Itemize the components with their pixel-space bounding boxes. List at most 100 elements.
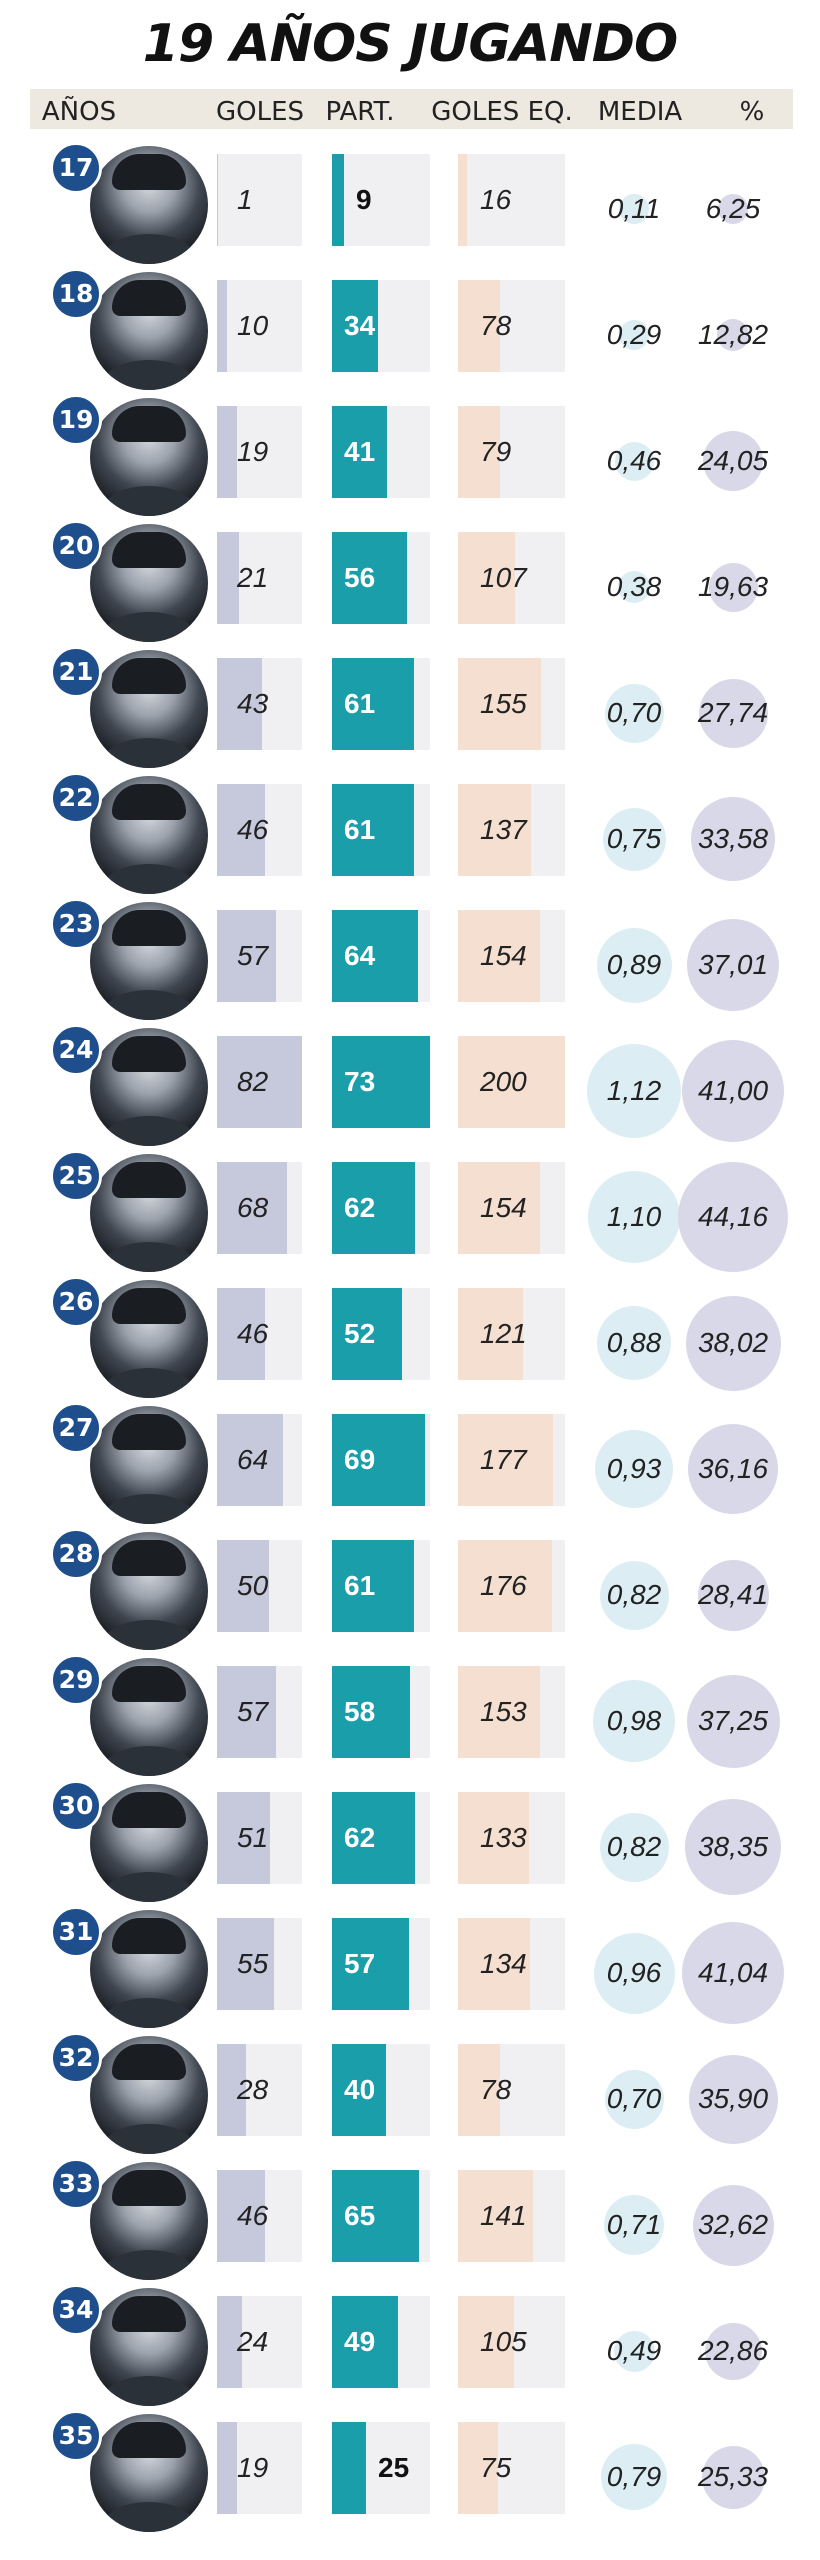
pct-value: 35,90 xyxy=(697,2083,769,2114)
goles-value: 50 xyxy=(237,1570,269,1601)
part-value: 65 xyxy=(344,2200,376,2231)
pct-value: 37,25 xyxy=(697,1705,769,1736)
pct-value: 38,35 xyxy=(697,1831,769,1862)
part-bar xyxy=(332,2422,366,2514)
part-cell: 61 xyxy=(332,784,430,876)
goles-bar xyxy=(217,2422,237,2514)
goles-value: 46 xyxy=(237,1318,269,1349)
part-bar xyxy=(332,1792,415,1884)
part-bar xyxy=(332,2170,419,2262)
pct-value: 27,74 xyxy=(697,697,769,728)
goles-eq-value: 107 xyxy=(480,562,527,593)
part-value: 57 xyxy=(344,1948,376,1979)
part-cell: 64 xyxy=(332,910,430,1002)
player-photo xyxy=(90,1910,208,2028)
goles-value: 68 xyxy=(237,1192,269,1223)
age-badge: 19 xyxy=(50,394,102,446)
age-badge: 23 xyxy=(50,898,102,950)
media-value: 0,89 xyxy=(606,949,662,980)
goles-eq-value: 177 xyxy=(480,1444,527,1475)
media-circle xyxy=(595,1430,673,1508)
media-value: 0,29 xyxy=(606,319,662,350)
part-value: 9 xyxy=(356,184,372,215)
player-photo xyxy=(90,1784,208,1902)
goles-eq-cell: 200 xyxy=(458,1036,565,1128)
part-bar xyxy=(332,1036,430,1128)
player-photo xyxy=(90,1406,208,1524)
goles-eq-value: 16 xyxy=(480,184,512,215)
media-value: 0,75 xyxy=(606,823,662,854)
goles-cell: 43 xyxy=(217,658,302,750)
goles-value: 10 xyxy=(237,310,269,341)
goles-bar xyxy=(217,658,262,750)
part-value: 25 xyxy=(378,2452,410,2483)
goles-cell: 50 xyxy=(217,1540,302,1632)
media-value: 0,79 xyxy=(606,2461,662,2492)
goles-cell: 64 xyxy=(217,1414,302,1506)
part-value: 64 xyxy=(344,940,376,971)
goles-eq-value: 79 xyxy=(480,436,512,467)
goles-bar xyxy=(217,406,237,498)
goles-cell: 46 xyxy=(217,784,302,876)
goles-bar xyxy=(217,1918,274,2010)
pct-circle xyxy=(704,2322,762,2380)
part-cell: 34 xyxy=(332,280,430,372)
goles-cell: 10 xyxy=(217,280,302,372)
part-bar xyxy=(332,658,414,750)
pct-value: 41,04 xyxy=(697,1957,769,1988)
goles-eq-bar xyxy=(458,154,467,246)
media-value: 0,82 xyxy=(606,1579,662,1610)
media-value: 0,82 xyxy=(606,1831,662,1862)
goles-eq-bar xyxy=(458,784,531,876)
media-value: 0,71 xyxy=(606,2209,662,2240)
part-bar xyxy=(332,154,344,246)
goles-eq-bar xyxy=(458,2170,533,2262)
goles-cell: 19 xyxy=(217,406,302,498)
media-circle xyxy=(618,571,650,603)
goles-bar xyxy=(217,910,276,1002)
age-badge: 32 xyxy=(50,2032,102,2084)
player-photo xyxy=(90,1658,208,1776)
goles-eq-cell: 133 xyxy=(458,1792,565,1884)
goles-cell: 21 xyxy=(217,532,302,624)
part-value: 41 xyxy=(344,436,376,467)
age-badge: 35 xyxy=(50,2410,102,2462)
goles-eq-cell: 107 xyxy=(458,532,565,624)
age-badge: 18 xyxy=(50,268,102,320)
goles-bar xyxy=(217,1162,287,1254)
goles-eq-cell: 137 xyxy=(458,784,565,876)
goles-eq-cell: 177 xyxy=(458,1414,565,1506)
goles-eq-value: 78 xyxy=(480,2074,512,2105)
media-value: 0,38 xyxy=(606,571,662,602)
table-row: 25 68 62 154 1,10 44,16 xyxy=(0,1150,820,1280)
pct-value: 25,33 xyxy=(697,2461,769,2492)
table-row: 35 19 25 75 0,79 25,33 xyxy=(0,2410,820,2540)
goles-value: 28 xyxy=(237,2074,269,2105)
table-row: 24 82 73 200 1,12 41,00 xyxy=(0,1024,820,1154)
media-circle xyxy=(587,1044,681,1138)
part-bar xyxy=(332,2296,398,2388)
pct-value: 33,58 xyxy=(697,823,769,854)
part-cell: 25 xyxy=(332,2422,430,2514)
media-circle xyxy=(588,1171,680,1263)
media-value: 0,11 xyxy=(607,193,661,224)
table-row: 17 1 9 16 0,11 6,25 xyxy=(0,142,820,272)
table-row: 22 46 61 137 0,75 33,58 xyxy=(0,772,820,902)
goles-value: 21 xyxy=(237,562,269,593)
player-photo xyxy=(90,2162,208,2280)
goles-eq-bar xyxy=(458,2422,498,2514)
media-value: 0,98 xyxy=(606,1705,662,1736)
goles-cell: 57 xyxy=(217,910,302,1002)
goles-eq-cell: 134 xyxy=(458,1918,565,2010)
media-circle xyxy=(599,1812,669,1882)
player-photo xyxy=(90,2414,208,2532)
part-cell: 9 xyxy=(332,154,430,246)
goles-eq-cell: 154 xyxy=(458,910,565,1002)
goles-eq-cell: 141 xyxy=(458,2170,565,2262)
media-circle xyxy=(604,2069,664,2129)
media-circle xyxy=(593,1932,675,2014)
media-circle xyxy=(614,441,654,481)
pct-circle xyxy=(701,2445,765,2509)
pct-circle xyxy=(692,2184,774,2266)
goles-eq-cell: 121 xyxy=(458,1288,565,1380)
